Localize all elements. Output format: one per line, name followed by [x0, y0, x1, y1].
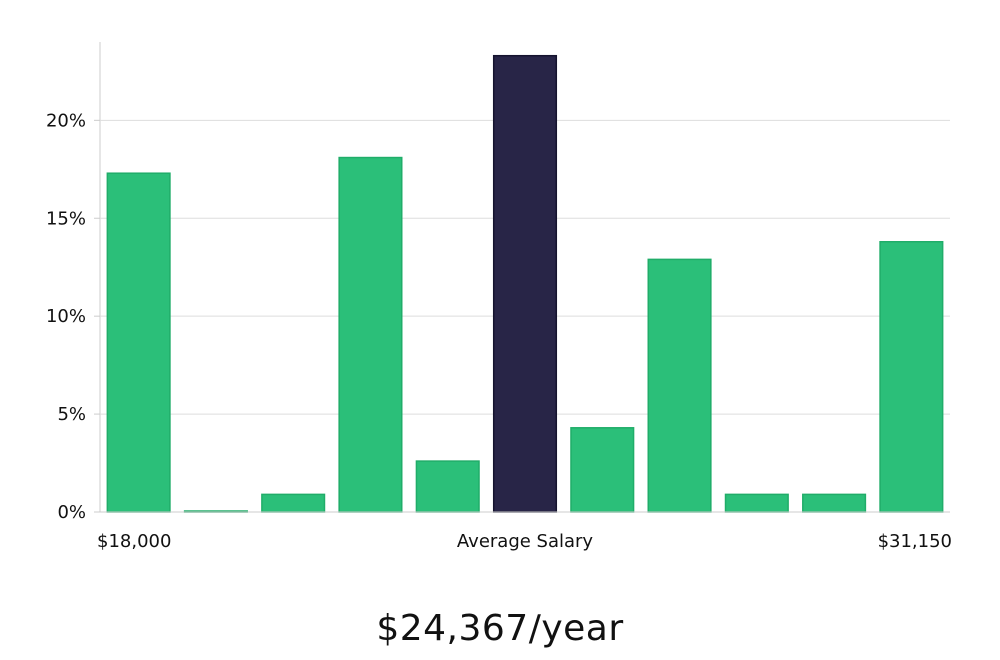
- average-salary-headline: $24,367/year: [376, 608, 624, 649]
- y-tick-label: 15%: [46, 208, 86, 229]
- salary-distribution-chart: 0% 5% 10% 15% 20% $18,000 Average Salary $31…: [46, 42, 952, 552]
- y-tick-label: 5%: [57, 404, 86, 425]
- x-axis-label-max: $31,150: [878, 531, 952, 552]
- x-axis-label-average: Average Salary: [457, 531, 594, 552]
- bar: [802, 493, 867, 513]
- bar: [338, 156, 403, 513]
- bar-average-highlight: [492, 54, 558, 513]
- y-axis-ticks: 0% 5% 10% 15% 20%: [46, 110, 100, 523]
- bar: [415, 460, 480, 513]
- bar: [106, 172, 171, 513]
- bar: [647, 258, 712, 513]
- bar: [879, 241, 944, 513]
- bar: [570, 427, 635, 513]
- bar: [261, 493, 326, 513]
- y-tick-label: 10%: [46, 306, 86, 327]
- y-tick-label: 0%: [57, 502, 86, 523]
- x-axis-label-min: $18,000: [97, 531, 171, 552]
- bars: [106, 54, 944, 513]
- y-tick-label: 20%: [46, 110, 86, 131]
- bar: [724, 493, 789, 513]
